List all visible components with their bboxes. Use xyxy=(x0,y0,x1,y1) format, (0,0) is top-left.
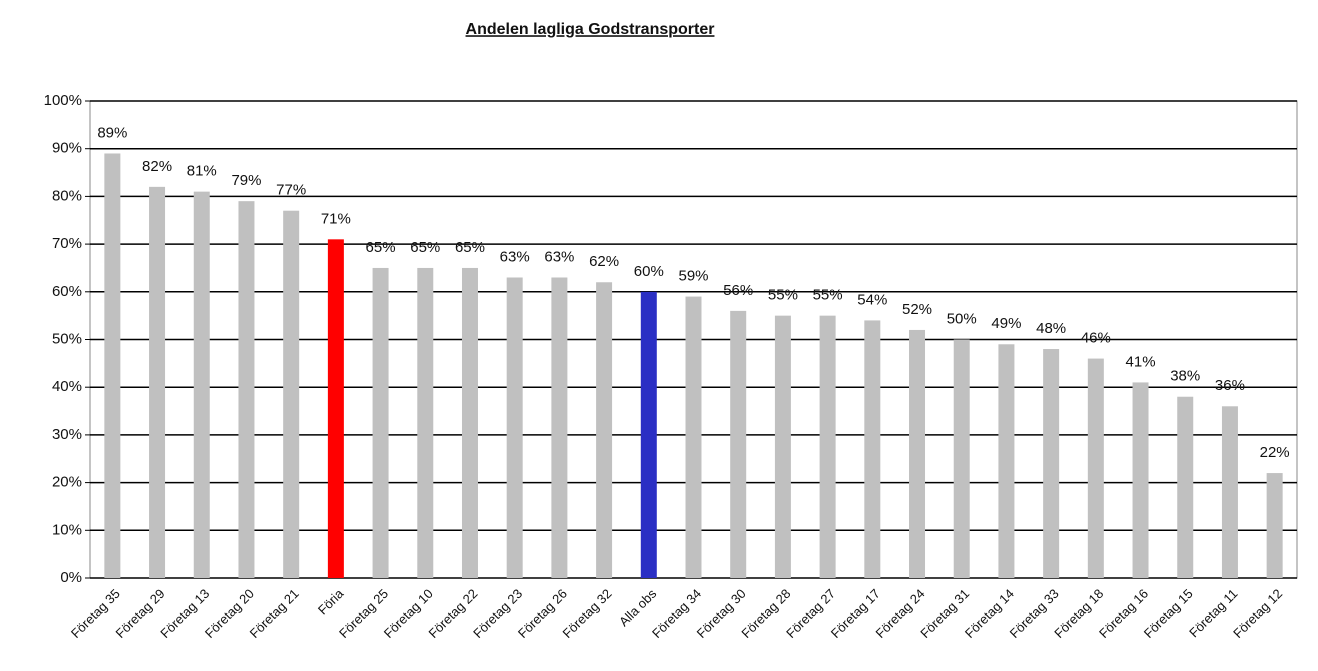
data-label: 38% xyxy=(1170,368,1200,385)
bar xyxy=(551,277,568,578)
y-tick-label: 80% xyxy=(52,187,82,204)
data-label: 81% xyxy=(187,163,217,180)
bar xyxy=(372,267,389,578)
data-label: 48% xyxy=(1036,320,1066,337)
bar xyxy=(819,315,836,578)
bar xyxy=(685,296,702,578)
data-label: 56% xyxy=(723,282,753,299)
y-tick-label: 60% xyxy=(52,283,82,300)
y-tick-label: 30% xyxy=(52,426,82,443)
bar xyxy=(1043,349,1060,578)
y-tick-label: 70% xyxy=(52,235,82,252)
y-tick-label: 0% xyxy=(60,569,82,586)
data-label: 65% xyxy=(366,239,396,256)
bar xyxy=(953,339,970,578)
data-label: 77% xyxy=(276,182,306,199)
data-label: 50% xyxy=(947,310,977,327)
bar xyxy=(596,282,613,578)
data-label: 63% xyxy=(544,248,574,265)
bar xyxy=(1177,396,1194,578)
bar xyxy=(1132,382,1149,578)
bar xyxy=(774,315,791,578)
bar xyxy=(998,344,1015,578)
data-label: 59% xyxy=(678,268,708,285)
bar xyxy=(461,267,478,578)
data-label: 79% xyxy=(231,172,261,189)
data-label: 22% xyxy=(1260,444,1290,461)
bar xyxy=(417,267,434,578)
data-label: 82% xyxy=(142,158,172,175)
bar xyxy=(909,329,926,578)
chart-title: Andelen lagliga Godstransporter xyxy=(466,21,715,38)
y-tick-label: 10% xyxy=(52,521,82,538)
bar xyxy=(640,291,657,578)
bar xyxy=(104,153,121,578)
x-tick-label: Företag 32 xyxy=(560,586,615,641)
x-tick-label: Företag 12 xyxy=(1230,586,1285,641)
x-tick-label: Företag 21 xyxy=(247,586,302,641)
data-label: 55% xyxy=(768,287,798,304)
data-label: 49% xyxy=(991,315,1021,332)
bar xyxy=(193,191,210,578)
y-tick-label: 90% xyxy=(52,140,82,157)
data-label: 41% xyxy=(1126,353,1156,370)
bar xyxy=(149,186,166,579)
data-label: 65% xyxy=(455,239,485,256)
data-label: 71% xyxy=(321,210,351,227)
x-tick-label: Företag 15 xyxy=(1141,586,1196,641)
data-label: 52% xyxy=(902,301,932,318)
y-tick-label: 20% xyxy=(52,474,82,491)
bar xyxy=(327,239,344,578)
bar xyxy=(1087,358,1104,578)
data-label: 62% xyxy=(589,253,619,270)
bar xyxy=(730,310,747,578)
bar xyxy=(864,320,881,578)
data-label: 46% xyxy=(1081,330,1111,347)
x-tick-label: Föria xyxy=(315,585,347,617)
data-label: 63% xyxy=(500,248,530,265)
data-label: 89% xyxy=(97,124,127,141)
data-label: 60% xyxy=(634,263,664,280)
bar xyxy=(1221,406,1238,578)
y-tick-label: 100% xyxy=(44,92,82,109)
bar xyxy=(506,277,523,578)
y-tick-label: 50% xyxy=(52,330,82,347)
bar xyxy=(1266,473,1283,578)
y-tick-label: 40% xyxy=(52,378,82,395)
x-tick-label: Alla obs xyxy=(616,586,660,630)
data-label: 65% xyxy=(410,239,440,256)
data-label: 36% xyxy=(1215,377,1245,394)
bar xyxy=(283,210,300,578)
data-label: 55% xyxy=(813,287,843,304)
data-label: 54% xyxy=(857,291,887,308)
bar xyxy=(238,201,255,579)
